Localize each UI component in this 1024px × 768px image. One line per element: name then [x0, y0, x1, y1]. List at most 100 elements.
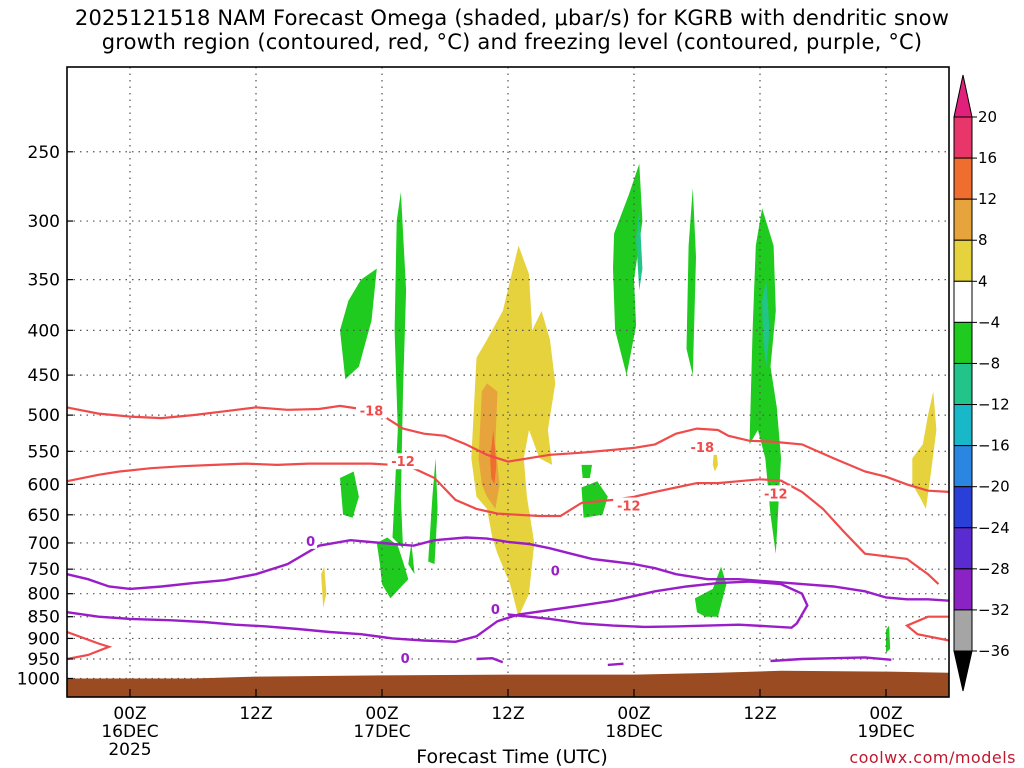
contour-labels: -18 -12 -12 -12 -18 0 0 0 0 [304, 402, 792, 667]
colorbar-top-triangle [953, 74, 973, 118]
colorbar-label-13: −36 [978, 642, 1010, 660]
y-tick-label-950: 950 [28, 650, 60, 670]
red-contour-label-bg-2 [613, 497, 645, 514]
x-tick-label-0-2: 2025 [108, 740, 151, 760]
x-tick-label-0-1: 16DEC [101, 722, 158, 742]
x-tick-label-72-0: 00Z [869, 704, 902, 724]
colorbar-swatch-7 [953, 404, 973, 447]
y-tick-label-650: 650 [28, 506, 60, 526]
purple-contour-label-bg-2 [398, 649, 412, 666]
red-contour-label-4: -18 [691, 441, 715, 456]
y-tick-label-600: 600 [28, 475, 60, 495]
purple-contour-label-0: 0 [306, 535, 315, 550]
omega-region-negative-7 [636, 208, 643, 291]
colorbar-label-7: −12 [978, 396, 1010, 414]
purple-contour-1 [66, 580, 809, 644]
red-contour-label-bg-4 [686, 438, 718, 455]
colorbar-bottom-triangle [953, 650, 973, 692]
x-tick-label-36-0: 12Z [491, 704, 524, 724]
y-tick-label-900: 900 [28, 629, 60, 649]
colorbar-swatch-8 [953, 445, 973, 488]
x-tick-label-60-0: 12Z [743, 704, 776, 724]
colorbar-swatch-1 [953, 157, 973, 200]
y-tick-label-550: 550 [28, 442, 60, 462]
colorbar-label-3: 8 [978, 231, 988, 249]
y-tick-label-750: 750 [28, 560, 60, 580]
colorbar: 20 16 12 8 4 −4 −8 −12 −16 −20 −24 −28 −32 −36 [953, 74, 1010, 692]
colorbar-swatch-12 [953, 609, 973, 652]
red-contour-label-3: -12 [764, 487, 788, 502]
omega-region-negative-6 [613, 163, 643, 376]
omega-region-positive-5 [321, 566, 327, 608]
colorbar-label-12: −32 [978, 601, 1010, 619]
x-tick-label-48-0: 00Z [617, 704, 650, 724]
ground-fill [67, 670, 949, 697]
red-contour-6 [904, 615, 950, 642]
credit-text: coolwx.com/models [849, 748, 1016, 767]
title-line-1: 2025121518 NAM Forecast Omega (shaded, μ… [74, 6, 950, 30]
colorbar-label-2: 12 [978, 190, 997, 208]
colorbar-label-6: −8 [978, 354, 1000, 372]
x-tick-label-12-0: 12Z [239, 704, 272, 724]
omega-region-positive-0 [471, 245, 556, 617]
omega-region-positive-3 [912, 391, 937, 509]
y-tick-label-500: 500 [28, 406, 60, 426]
purple-contour-label-bg-3 [548, 562, 562, 579]
red-contour-label-2: -12 [617, 500, 641, 515]
colorbar-label-4: 4 [978, 272, 988, 290]
colorbar-label-1: 16 [978, 149, 997, 167]
colorbar-label-0: 20 [978, 108, 997, 126]
colorbar-label-9: −20 [978, 478, 1010, 496]
title-line-2: growth region (contoured, red, °C) and f… [101, 30, 923, 54]
y-tick-label-800: 800 [28, 585, 60, 605]
x-tick-label-0-0: 00Z [113, 704, 146, 724]
x-tick-label-24-1: 17DEC [353, 722, 410, 742]
purple-contour-fragment-0 [476, 656, 504, 664]
colorbar-swatch-10 [953, 527, 973, 570]
y-tick-label-300: 300 [28, 212, 60, 232]
red-contour-label-1: -12 [391, 455, 415, 470]
y-tick-label-850: 850 [28, 608, 60, 628]
omega-region-negative-8 [686, 188, 696, 376]
omega-region-negative-2 [340, 471, 359, 518]
purple-contour-0 [66, 536, 950, 602]
purple-contour-label-2: 0 [401, 652, 410, 667]
colorbar-label-11: −28 [978, 560, 1010, 578]
omega-shading [321, 163, 937, 653]
purple-contour-fragment-1 [607, 662, 624, 667]
purple-contour-label-bg-1 [488, 600, 502, 617]
omega-region-negative-0 [340, 268, 377, 380]
red-contour-5 [66, 630, 113, 661]
red-contour-label-bg-0 [356, 402, 387, 419]
colorbar-label-5: −4 [978, 313, 1000, 331]
x-tick-label-48-1: 18DEC [605, 722, 662, 742]
y-tick-label-450: 450 [28, 366, 60, 386]
y-tick-label-1000: 1000 [17, 669, 60, 689]
x-tick-label-72-1: 19DEC [857, 722, 914, 742]
red-contour-label-0: -18 [360, 404, 384, 419]
red-contour-label-bg-1 [387, 453, 419, 470]
ground-surface [67, 670, 949, 697]
y-tick-label-700: 700 [28, 534, 60, 554]
omega-region-negative-13 [694, 566, 727, 617]
purple-contour-label-bg-0 [304, 532, 318, 549]
omega-region-negative-11 [581, 481, 608, 518]
purple-contour-label-3: 0 [551, 565, 560, 580]
colorbar-swatch-0 [953, 116, 973, 159]
red-contour-label-bg-3 [760, 485, 792, 502]
purple-contour-fragment-2 [770, 656, 892, 663]
omega-region-negative-3 [376, 537, 409, 599]
omega-region-negative-4 [408, 543, 415, 575]
omega-region-negative-9 [749, 208, 781, 554]
y-tick-label-250: 250 [28, 143, 60, 163]
omega-region-negative-5 [428, 458, 438, 565]
y-tick-label-400: 400 [28, 321, 60, 341]
red-contour-1 [66, 462, 940, 585]
omega-region-negative-12 [581, 464, 592, 478]
colorbar-swatch-5 [953, 321, 973, 364]
x-tick-label-24-0: 00Z [365, 704, 398, 724]
colorbar-label-8: −16 [978, 437, 1010, 455]
colorbar-swatch-11 [953, 568, 973, 611]
purple-contour-label-1: 0 [491, 603, 500, 618]
